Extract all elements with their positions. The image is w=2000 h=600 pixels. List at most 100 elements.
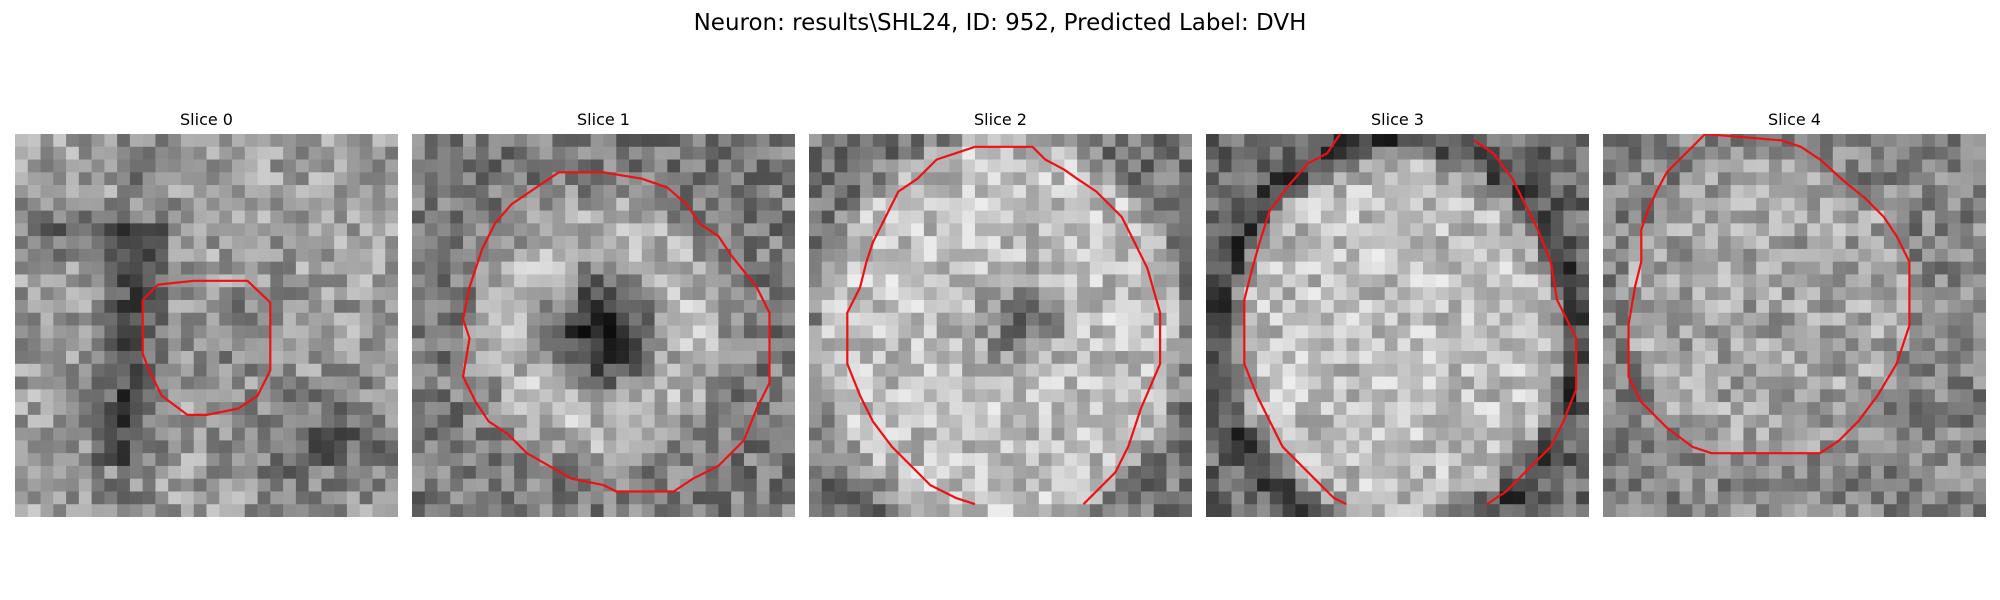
pixel-cell [1410,134,1424,148]
pixel-cell [987,312,1001,326]
pixel-cell [1858,325,1872,339]
pixel-cell [1922,389,1936,403]
pixel-cell [1615,376,1629,390]
pixel-cell [821,414,835,428]
pixel-cell [1435,376,1449,390]
pixel-cell [962,465,976,479]
pixel-cell [270,465,284,479]
pixel-cell [1654,491,1668,505]
pixel-cell [27,427,41,441]
pixel-cell [1576,134,1589,148]
pixel-cell [987,287,1001,301]
pixel-cell [1423,134,1437,148]
pixel-cell [1371,491,1386,505]
pixel-cell [1743,363,1757,377]
pixel-cell [1960,236,1974,250]
pixel-cell [1282,197,1296,211]
pixel-cell [1922,440,1936,454]
pixel-cell [1077,478,1091,492]
pixel-cell [1563,363,1577,377]
pixel-cell [731,287,745,301]
pixel-cell [1089,223,1103,237]
pixel-cell [1231,248,1245,262]
pixel-cell [1934,325,1948,339]
pixel-cell [104,491,118,505]
pixel-cell [860,491,874,505]
pixel-cell [590,197,604,211]
pixel-cell [898,491,912,505]
pixel-cell [475,338,489,352]
pixel-cell [334,299,348,314]
pixel-cell [66,146,80,160]
pixel-cell [1244,325,1258,339]
pixel-cell [1038,134,1052,148]
pixel-cell [1257,440,1271,454]
pixel-cell [308,465,322,479]
pixel-cell [1615,299,1629,314]
pixel-cell [1781,440,1795,454]
pixel-cell [1166,312,1180,326]
pixel-cell [1115,299,1129,314]
pixel-cell [667,453,681,467]
pixel-cell [1832,312,1846,326]
pixel-cell [1333,248,1347,262]
pixel-cell [450,363,464,377]
pixel-cell [295,172,309,186]
pixel-cell [1794,261,1808,275]
pixel-cell [1077,134,1091,148]
pixel-cell [257,159,271,173]
pixel-cell [1308,363,1322,377]
pixel-cell [1934,504,1948,517]
pixel-cell [1973,504,1986,517]
pixel-cell [1179,274,1192,288]
pixel-cell [1384,453,1398,467]
pixel-cell [412,299,426,314]
pixel-cell [1486,440,1500,454]
pixel-cell [1257,312,1271,326]
pixel-cell [1166,159,1180,173]
pixel-cell [565,414,579,428]
pixel-cell [1013,376,1027,390]
pixel-cell [1166,185,1180,199]
pixel-cell [1384,236,1398,250]
pixel-cell [1615,389,1629,403]
pixel-cell [1244,210,1258,224]
pixel-cell [1883,427,1897,441]
pixel-cell [117,465,131,479]
pixel-cell [180,363,195,377]
pixel-cell [1026,146,1040,160]
pixel-cell [1525,427,1539,441]
pixel-cell [244,465,258,479]
pixel-cell [308,325,322,339]
pixel-cell [180,440,195,454]
pixel-cell [731,491,745,505]
pixel-cell [1628,427,1642,441]
pixel-cell [898,440,912,454]
pixel-cell [987,159,1001,173]
pixel-cell [821,299,835,314]
pixel-cell [321,287,335,301]
pixel-cell [1922,351,1936,365]
pixel-cell [1525,389,1539,403]
pixel-cell [27,236,41,250]
pixel-cell [1410,312,1424,326]
pixel-cell [1973,376,1986,390]
pixel-cell [1346,287,1360,301]
pixel-cell [1947,287,1961,301]
pixel-cell [514,299,528,314]
pixel-cell [501,261,515,275]
pixel-cell [680,185,694,199]
pixel-cell [180,427,195,441]
pixel-cell [129,504,143,517]
pixel-cell [412,261,426,275]
pixel-cell [1756,223,1770,237]
pixel-cell [1666,478,1680,492]
pixel-cell [1576,376,1589,390]
pixel-cell [603,478,617,492]
pixel-cell [847,491,861,505]
pixel-cell [15,261,29,275]
pixel-cell [1641,159,1655,173]
pixel-cell [15,274,29,288]
pixel-cell [1692,338,1706,352]
pixel-cell [1140,236,1154,250]
